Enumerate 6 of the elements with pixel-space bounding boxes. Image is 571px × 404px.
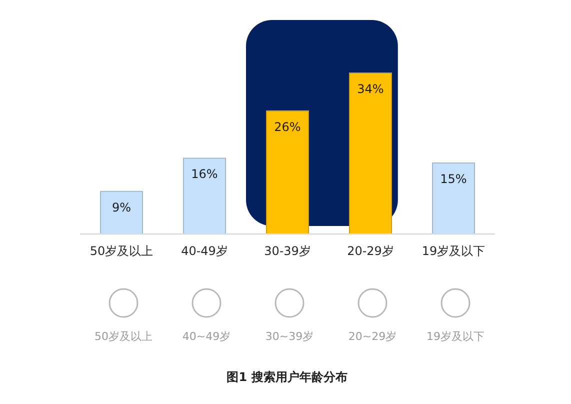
annotation: 30~39岁 xyxy=(265,330,314,343)
title: 图1 搜索用户年龄分布 xyxy=(226,370,348,384)
annotation: 19岁及以下 xyxy=(426,330,484,343)
annotation: 40~49岁 xyxy=(182,330,231,343)
annotation: 20~29岁 xyxy=(348,330,397,343)
annotation: 50岁及以上 xyxy=(94,330,152,343)
